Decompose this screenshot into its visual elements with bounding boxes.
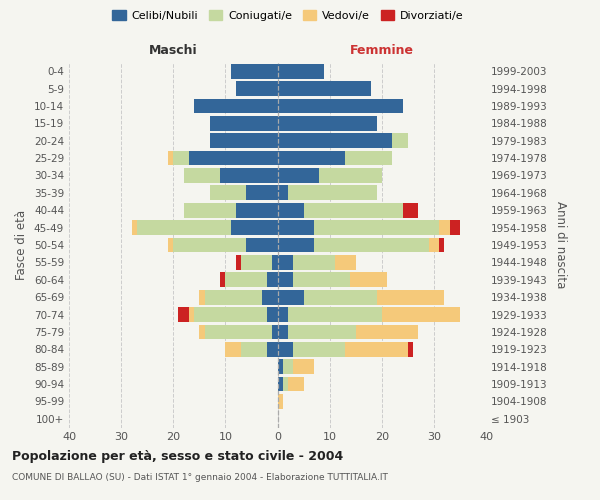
- Bar: [283, 360, 293, 374]
- Bar: [277, 290, 304, 304]
- Bar: [220, 272, 226, 287]
- Bar: [189, 307, 194, 322]
- Bar: [199, 324, 205, 340]
- Bar: [137, 220, 230, 235]
- Bar: [194, 98, 277, 114]
- Bar: [314, 220, 439, 235]
- Bar: [277, 98, 403, 114]
- Bar: [267, 307, 277, 322]
- Bar: [246, 186, 277, 200]
- Bar: [230, 220, 277, 235]
- Bar: [267, 342, 277, 356]
- Bar: [392, 134, 408, 148]
- Bar: [288, 376, 304, 392]
- Bar: [267, 272, 277, 287]
- Bar: [403, 203, 418, 218]
- Text: Popolazione per età, sesso e stato civile - 2004: Popolazione per età, sesso e stato civil…: [12, 450, 343, 463]
- Bar: [314, 238, 428, 252]
- Bar: [241, 255, 272, 270]
- Bar: [350, 272, 387, 287]
- Bar: [210, 186, 246, 200]
- Bar: [210, 134, 277, 148]
- Bar: [288, 186, 377, 200]
- Bar: [277, 255, 293, 270]
- Bar: [283, 376, 288, 392]
- Bar: [428, 238, 439, 252]
- Bar: [131, 220, 137, 235]
- Bar: [189, 150, 277, 166]
- Text: COMUNE DI BALLAO (SU) - Dati ISTAT 1° gennaio 2004 - Elaborazione TUTTITALIA.IT: COMUNE DI BALLAO (SU) - Dati ISTAT 1° ge…: [12, 472, 388, 482]
- Bar: [439, 238, 444, 252]
- Bar: [205, 290, 262, 304]
- Text: Femmine: Femmine: [350, 44, 414, 58]
- Bar: [345, 342, 408, 356]
- Bar: [408, 342, 413, 356]
- Bar: [236, 203, 277, 218]
- Legend: Celibi/Nubili, Coniugati/e, Vedovi/e, Divorziati/e: Celibi/Nubili, Coniugati/e, Vedovi/e, Di…: [108, 6, 468, 25]
- Bar: [277, 360, 283, 374]
- Bar: [236, 255, 241, 270]
- Bar: [277, 342, 293, 356]
- Bar: [241, 342, 267, 356]
- Text: Maschi: Maschi: [149, 44, 197, 58]
- Bar: [277, 150, 345, 166]
- Bar: [439, 220, 449, 235]
- Y-axis label: Fasce di età: Fasce di età: [16, 210, 28, 280]
- Bar: [277, 116, 377, 130]
- Bar: [293, 255, 335, 270]
- Bar: [356, 324, 418, 340]
- Bar: [293, 272, 350, 287]
- Bar: [199, 290, 205, 304]
- Bar: [277, 134, 392, 148]
- Bar: [246, 238, 277, 252]
- Bar: [277, 220, 314, 235]
- Bar: [277, 168, 319, 183]
- Bar: [277, 307, 288, 322]
- Bar: [319, 168, 382, 183]
- Bar: [288, 324, 356, 340]
- Bar: [277, 186, 288, 200]
- Bar: [277, 324, 288, 340]
- Bar: [184, 168, 220, 183]
- Bar: [173, 150, 189, 166]
- Bar: [262, 290, 277, 304]
- Bar: [272, 255, 277, 270]
- Bar: [377, 290, 444, 304]
- Bar: [230, 64, 277, 78]
- Bar: [293, 360, 314, 374]
- Bar: [173, 238, 246, 252]
- Bar: [277, 376, 283, 392]
- Bar: [304, 203, 403, 218]
- Bar: [335, 255, 356, 270]
- Bar: [277, 272, 293, 287]
- Bar: [226, 342, 241, 356]
- Bar: [304, 290, 377, 304]
- Bar: [226, 272, 267, 287]
- Bar: [236, 81, 277, 96]
- Bar: [277, 394, 283, 409]
- Bar: [194, 307, 267, 322]
- Y-axis label: Anni di nascita: Anni di nascita: [554, 202, 567, 288]
- Bar: [272, 324, 277, 340]
- Bar: [178, 307, 189, 322]
- Bar: [168, 150, 173, 166]
- Bar: [205, 324, 272, 340]
- Bar: [277, 64, 325, 78]
- Bar: [293, 342, 345, 356]
- Bar: [288, 307, 382, 322]
- Bar: [382, 307, 460, 322]
- Bar: [277, 81, 371, 96]
- Bar: [168, 238, 173, 252]
- Bar: [449, 220, 460, 235]
- Bar: [210, 116, 277, 130]
- Bar: [220, 168, 277, 183]
- Bar: [277, 203, 304, 218]
- Bar: [345, 150, 392, 166]
- Bar: [184, 203, 236, 218]
- Bar: [277, 238, 314, 252]
